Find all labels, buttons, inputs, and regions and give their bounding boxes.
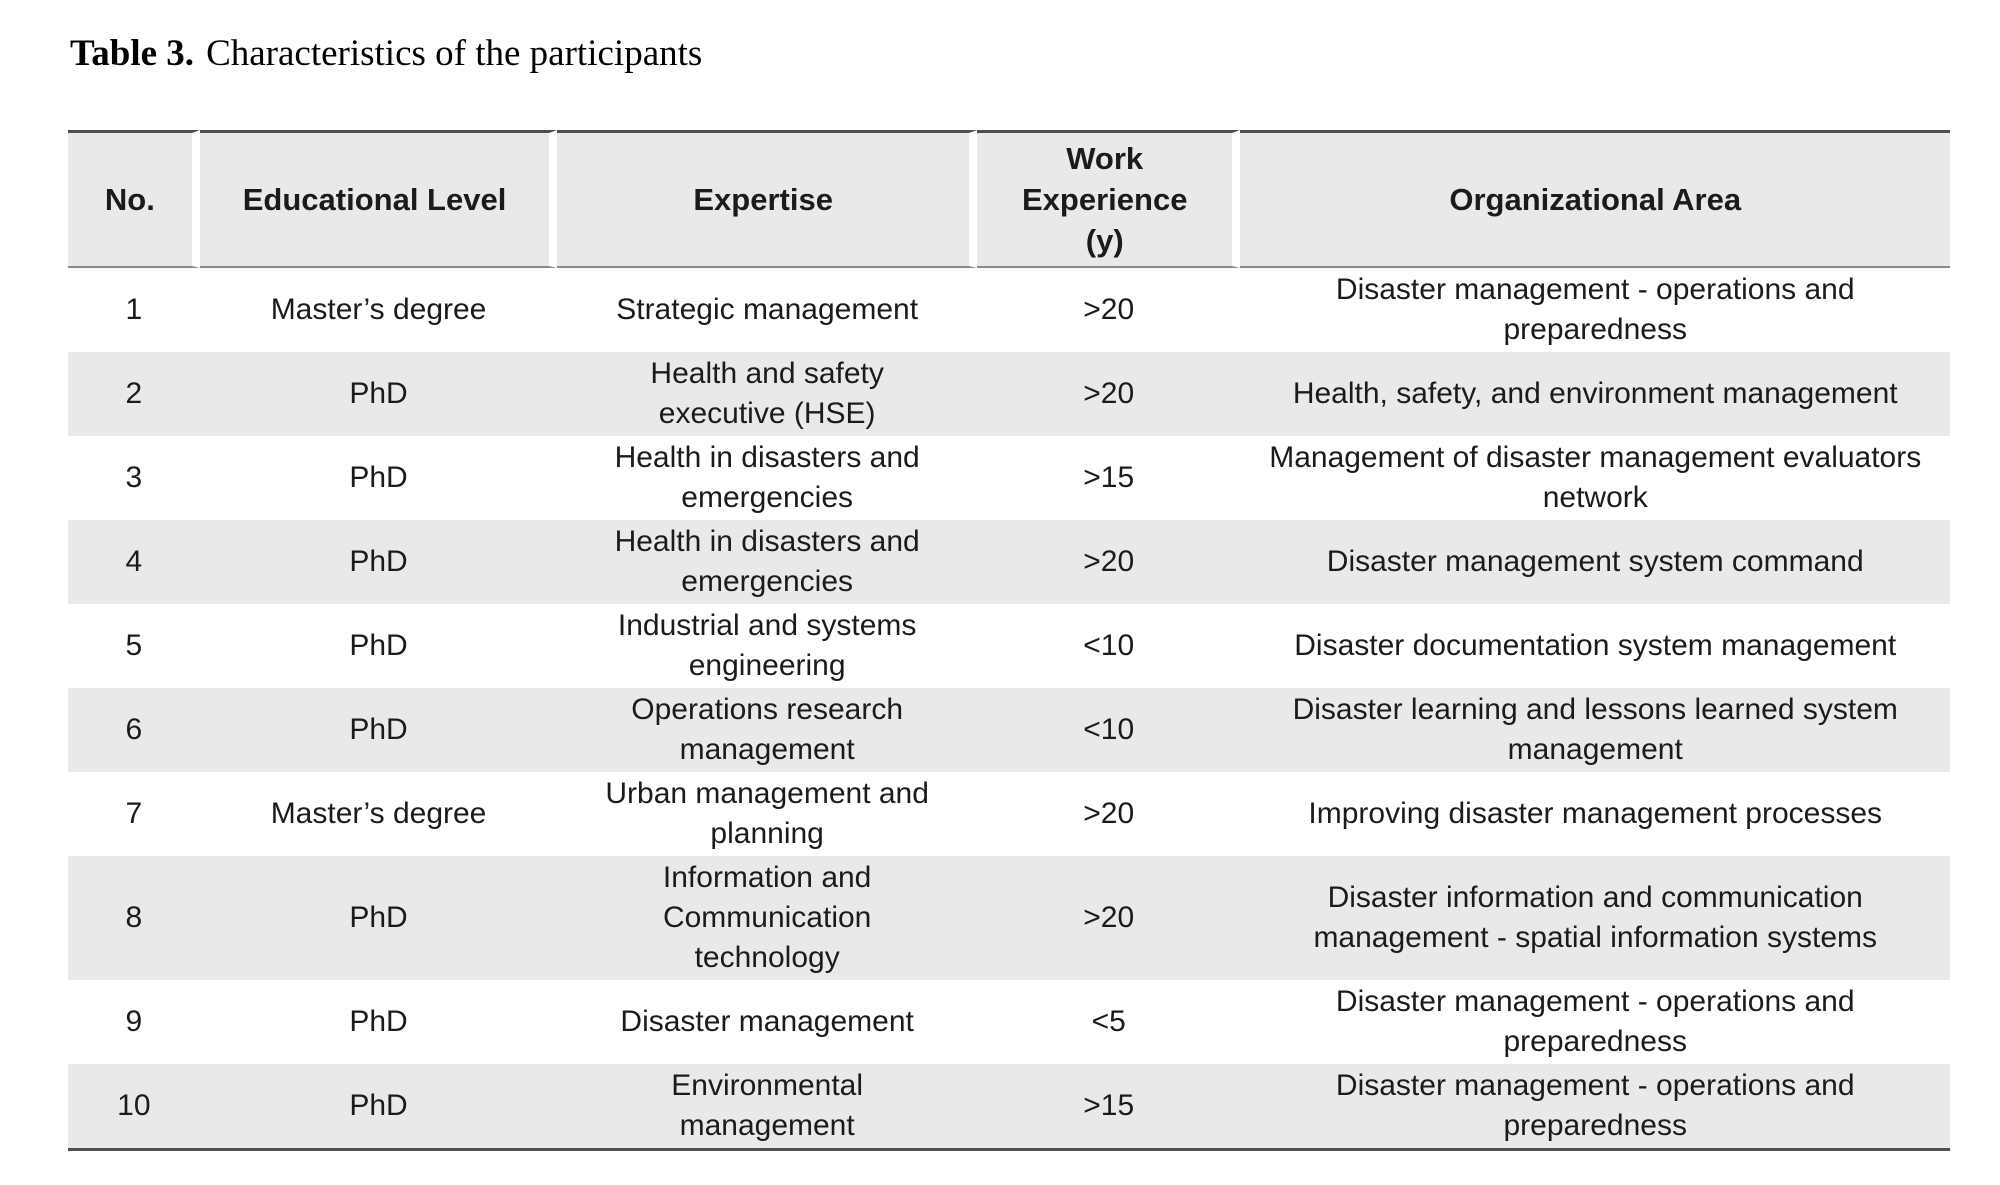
table-title: Table 3. Characteristics of the participa…: [70, 28, 1950, 80]
cell-organizational-area: Disaster management - operations and pre…: [1240, 980, 1950, 1064]
cell-educational-level: PhD: [199, 688, 558, 772]
table-row: 10 PhD Environmental management >15 Disaster…: [68, 1064, 1950, 1148]
cell-educational-level: PhD: [199, 604, 558, 688]
cell-work-experience: <10: [976, 604, 1241, 688]
table-row: 4 PhD Health in disasters and emergencies >…: [68, 520, 1950, 604]
cell-organizational-area: Disaster learning and lessons learned sy…: [1240, 688, 1950, 772]
cell-educational-level: PhD: [199, 856, 558, 980]
cell-organizational-area: Improving disaster management processes: [1240, 772, 1950, 856]
table-row: 2 PhD Health and safety executive (HSE) >20…: [68, 352, 1950, 436]
cell-expertise: Strategic management: [557, 268, 977, 352]
cell-educational-level: PhD: [199, 520, 558, 604]
cell-organizational-area: Disaster management - operations and pre…: [1240, 268, 1950, 352]
table-row: 5 PhD Industrial and systems engineering <1…: [68, 604, 1950, 688]
cell-no: 2: [68, 352, 200, 436]
cell-expertise: Operations research management: [557, 688, 977, 772]
cell-work-experience: >15: [976, 1064, 1241, 1148]
cell-expertise: Urban management and planning: [557, 772, 977, 856]
cell-no: 8: [68, 856, 200, 980]
cell-educational-level: PhD: [199, 980, 558, 1064]
cell-expertise: Information and Communication technology: [557, 856, 977, 980]
cell-expertise: Health in disasters and emergencies: [557, 520, 977, 604]
cell-organizational-area: Disaster information and communication m…: [1240, 856, 1950, 980]
cell-work-experience: >20: [976, 268, 1241, 352]
participants-table: No. Educational Level Expertise Work Experi…: [68, 130, 1950, 1151]
cell-educational-level: PhD: [199, 352, 558, 436]
cell-organizational-area: Management of disaster management evalua…: [1240, 436, 1950, 520]
document-page: Table 3. Characteristics of the participa…: [68, 28, 1950, 1151]
cell-expertise: Environmental management: [557, 1064, 977, 1148]
cell-no: 7: [68, 772, 200, 856]
table-row: 6 PhD Operations research management <10 Dis…: [68, 688, 1950, 772]
cell-expertise: Disaster management: [557, 980, 977, 1064]
column-header-organizational-area: Organizational Area: [1240, 130, 1950, 268]
table-header: No. Educational Level Expertise Work Experi…: [68, 130, 1950, 268]
table-row: 1 Master’s degree Strategic management >20 D…: [68, 268, 1950, 352]
cell-no: 9: [68, 980, 200, 1064]
cell-work-experience: >20: [976, 772, 1241, 856]
cell-organizational-area: Disaster management - operations and pre…: [1240, 1064, 1950, 1148]
cell-expertise: Industrial and systems engineering: [557, 604, 977, 688]
cell-work-experience: >20: [976, 352, 1241, 436]
cell-expertise: Health and safety executive (HSE): [557, 352, 977, 436]
cell-no: 6: [68, 688, 200, 772]
column-header-work-experience: Work Experience (y): [976, 130, 1241, 268]
cell-work-experience: >20: [976, 520, 1241, 604]
table-row: 3 PhD Health in disasters and emergencies >…: [68, 436, 1950, 520]
cell-no: 1: [68, 268, 200, 352]
cell-no: 5: [68, 604, 200, 688]
table-title-label: Table 3.: [70, 33, 195, 74]
cell-no: 4: [68, 520, 200, 604]
cell-work-experience: >15: [976, 436, 1241, 520]
cell-educational-level: Master’s degree: [199, 268, 558, 352]
table-header-row: No. Educational Level Expertise Work Experi…: [68, 130, 1950, 268]
cell-educational-level: Master’s degree: [199, 772, 558, 856]
cell-educational-level: PhD: [199, 1064, 558, 1148]
cell-no: 3: [68, 436, 200, 520]
cell-expertise: Health in disasters and emergencies: [557, 436, 977, 520]
cell-work-experience: <5: [976, 980, 1241, 1064]
cell-organizational-area: Disaster management system command: [1240, 520, 1950, 604]
cell-work-experience: <10: [976, 688, 1241, 772]
table-body: 1 Master’s degree Strategic management >20 D…: [68, 268, 1950, 1148]
column-header-no: No.: [68, 130, 200, 268]
cell-organizational-area: Disaster documentation system management: [1240, 604, 1950, 688]
column-header-expertise: Expertise: [557, 130, 977, 268]
cell-work-experience: >20: [976, 856, 1241, 980]
cell-organizational-area: Health, safety, and environment manageme…: [1240, 352, 1950, 436]
table-row: 9 PhD Disaster management <5 Disaster manage…: [68, 980, 1950, 1064]
table-title-text: Characteristics of the participants: [206, 33, 703, 74]
cell-no: 10: [68, 1064, 200, 1148]
column-header-educational-level: Educational Level: [199, 130, 558, 268]
table-row: 8 PhD Information and Communication techno…: [68, 856, 1950, 980]
cell-educational-level: PhD: [199, 436, 558, 520]
table-row: 7 Master’s degree Urban management and pla…: [68, 772, 1950, 856]
